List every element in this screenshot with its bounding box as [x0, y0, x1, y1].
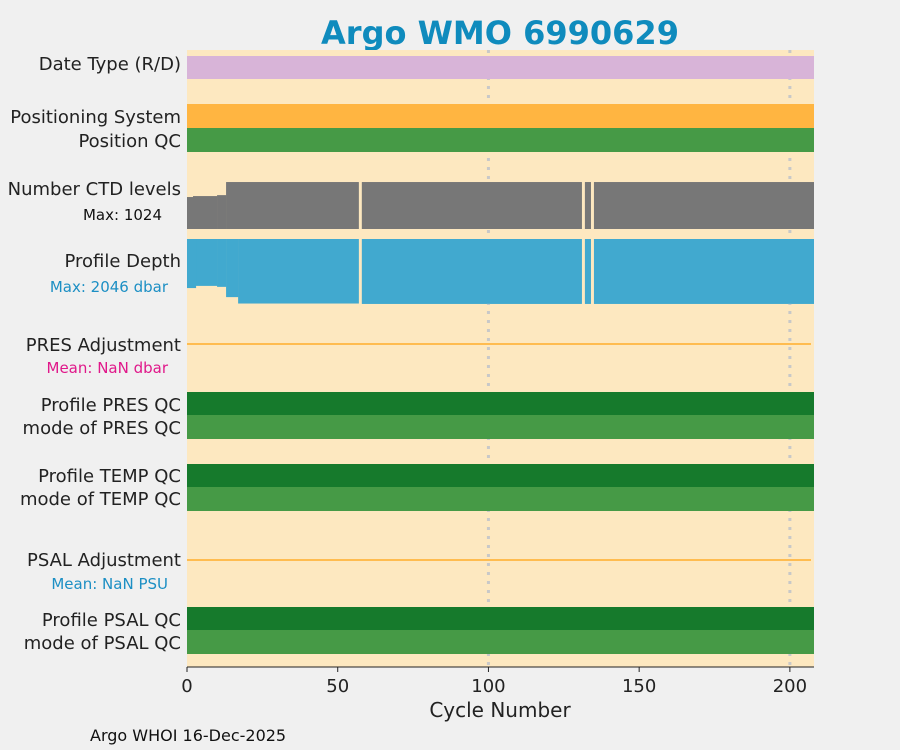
footer-credit: Argo WHOI 16-Dec-2025: [90, 726, 286, 745]
x-tick-label-1: 50: [326, 676, 349, 697]
x-ticks: 0 50 100 150 200: [181, 667, 807, 697]
label-positioning-system: Positioning System: [10, 107, 181, 128]
label-position-qc: Position QC: [78, 131, 181, 152]
ctd-levels-bar-3: [226, 182, 359, 229]
x-tick-label-3: 150: [622, 676, 656, 697]
profile-depth-bar-5: [361, 239, 582, 304]
plot-background: [187, 50, 814, 667]
band-positioning-system: [187, 104, 814, 128]
profile-depth-bar-0: [187, 239, 197, 289]
sublabel-depth-max: Max: 2046 dbar: [50, 278, 169, 296]
band-mode-temp-qc: [187, 487, 814, 511]
x-tick-label-2: 100: [471, 676, 505, 697]
ctd-levels-bar-2: [217, 195, 227, 229]
band-position-qc: [187, 128, 814, 152]
ctd-missing-cycle-2: [590, 181, 594, 229]
label-mode-pres-qc: mode of PRES QC: [23, 418, 181, 439]
label-profile-pres-qc: Profile PRES QC: [41, 395, 181, 416]
profile-depth-bar-2: [217, 239, 227, 287]
depth-missing-cycle-1: [581, 239, 585, 305]
profile-depth-bar-1: [196, 239, 218, 286]
label-psal-adjustment: PSAL Adjustment: [27, 550, 181, 571]
ctd-levels-bar-1: [193, 196, 218, 229]
profile-depth-bar-4: [238, 239, 359, 304]
chart-title: Argo WMO 6990629: [321, 14, 679, 52]
label-profile-psal-qc: Profile PSAL QC: [42, 610, 181, 631]
label-profile-depth: Profile Depth: [64, 251, 181, 272]
band-mode-psal-qc: [187, 630, 814, 654]
profile-depth-bar-6: [584, 239, 591, 304]
depth-missing-cycle-0: [358, 239, 362, 305]
label-mode-psal-qc: mode of PSAL QC: [24, 633, 181, 654]
band-profile-temp-qc: [187, 464, 814, 487]
ctd-missing-cycle-1: [581, 181, 585, 229]
label-date-type: Date Type (R/D): [39, 54, 181, 75]
label-mode-temp-qc: mode of TEMP QC: [20, 489, 181, 510]
depth-missing-cycle-2: [590, 239, 594, 305]
sublabel-pres-mean: Mean: NaN dbar: [47, 359, 169, 377]
label-profile-temp-qc: Profile TEMP QC: [38, 466, 181, 487]
label-ctd-levels: Number CTD levels: [8, 179, 181, 200]
x-tick-label-4: 200: [773, 676, 807, 697]
band-date-type: [187, 56, 814, 79]
profile-depth-bar-3: [226, 239, 239, 298]
band-mode-pres-qc: [187, 415, 814, 439]
ctd-levels-bar-6: [593, 182, 814, 229]
band-profile-pres-qc: [187, 392, 814, 415]
sublabel-psal-mean: Mean: NaN PSU: [51, 575, 168, 593]
x-axis-label: Cycle Number: [429, 698, 571, 722]
gridlines: [486, 50, 792, 667]
x-tick-label-0: 0: [181, 676, 192, 697]
profile-depth-bar-7: [593, 239, 814, 304]
sublabel-ctd-max: Max: 1024: [83, 206, 162, 224]
label-pres-adjustment: PRES Adjustment: [26, 335, 181, 356]
band-profile-psal-qc: [187, 607, 814, 630]
ctd-levels-bar-4: [361, 182, 582, 229]
ctd-levels-bar-5: [584, 182, 591, 229]
ctd-missing-cycle-0: [358, 181, 362, 229]
ctd-levels-bar-0: [187, 197, 194, 229]
